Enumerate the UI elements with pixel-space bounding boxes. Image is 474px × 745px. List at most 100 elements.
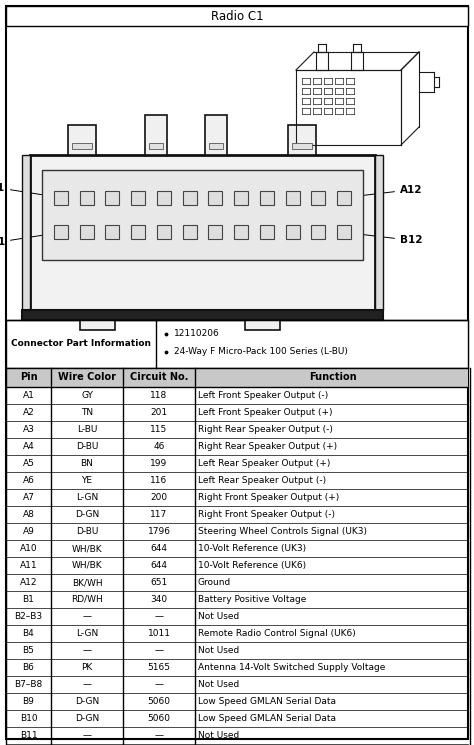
Text: A8: A8 xyxy=(23,510,35,519)
Text: Not Used: Not Used xyxy=(198,731,239,740)
Text: B1: B1 xyxy=(0,232,58,247)
Text: D-BU: D-BU xyxy=(76,527,98,536)
Text: —: — xyxy=(82,612,91,621)
Text: Not Used: Not Used xyxy=(198,680,239,689)
Text: 5165: 5165 xyxy=(147,663,171,672)
Text: 115: 115 xyxy=(150,425,168,434)
Text: BN: BN xyxy=(81,459,93,468)
Text: Right Front Speaker Output (+): Right Front Speaker Output (+) xyxy=(198,493,339,502)
Bar xyxy=(260,191,274,205)
Text: 10-Volt Reference (UK6): 10-Volt Reference (UK6) xyxy=(198,561,306,570)
Text: B7–B8: B7–B8 xyxy=(14,680,43,689)
Bar xyxy=(80,310,115,330)
Bar xyxy=(286,191,300,205)
Text: Steering Wheel Controls Signal (UK3): Steering Wheel Controls Signal (UK3) xyxy=(198,527,367,536)
Text: 5060: 5060 xyxy=(147,697,171,706)
Text: Radio C1: Radio C1 xyxy=(210,10,264,22)
Text: Low Speed GMLAN Serial Data: Low Speed GMLAN Serial Data xyxy=(198,714,336,723)
Bar xyxy=(42,170,363,260)
Text: BK/WH: BK/WH xyxy=(72,578,102,587)
Text: —: — xyxy=(155,612,164,621)
Text: TN: TN xyxy=(81,408,93,417)
Bar xyxy=(209,191,222,205)
Text: D-GN: D-GN xyxy=(75,697,99,706)
Text: 10-Volt Reference (UK3): 10-Volt Reference (UK3) xyxy=(198,544,306,553)
Text: B5: B5 xyxy=(23,646,35,655)
Text: A1: A1 xyxy=(0,183,58,197)
Bar xyxy=(337,225,351,239)
Text: Antenna 14-Volt Switched Supply Voltage: Antenna 14-Volt Switched Supply Voltage xyxy=(198,663,385,672)
Bar xyxy=(292,143,312,149)
Text: Left Rear Speaker Output (-): Left Rear Speaker Output (-) xyxy=(198,476,326,485)
Bar xyxy=(145,115,167,155)
Text: —: — xyxy=(155,680,164,689)
Text: A7: A7 xyxy=(23,493,35,502)
Bar xyxy=(311,225,326,239)
Text: Remote Radio Control Signal (UK6): Remote Radio Control Signal (UK6) xyxy=(198,629,356,638)
Text: A10: A10 xyxy=(20,544,37,553)
Text: 644: 644 xyxy=(151,561,167,570)
Text: 5060: 5060 xyxy=(147,714,171,723)
Text: 118: 118 xyxy=(150,391,168,400)
Bar xyxy=(105,191,119,205)
Text: B11: B11 xyxy=(20,731,37,740)
Bar xyxy=(209,143,223,149)
Text: A5: A5 xyxy=(23,459,35,468)
Text: YE: YE xyxy=(82,476,92,485)
Text: 24-Way F Micro-Pack 100 Series (L-BU): 24-Way F Micro-Pack 100 Series (L-BU) xyxy=(174,347,348,357)
Text: B12: B12 xyxy=(347,232,422,245)
Text: 1011: 1011 xyxy=(147,629,171,638)
Text: B10: B10 xyxy=(20,714,37,723)
Text: A12: A12 xyxy=(347,185,422,197)
Text: 46: 46 xyxy=(153,442,164,451)
Text: B9: B9 xyxy=(23,697,35,706)
Bar xyxy=(234,191,248,205)
Text: 117: 117 xyxy=(150,510,168,519)
Bar xyxy=(157,191,171,205)
Text: 12110206: 12110206 xyxy=(174,329,220,338)
Text: A3: A3 xyxy=(23,425,35,434)
Bar xyxy=(54,191,68,205)
Text: Right Rear Speaker Output (+): Right Rear Speaker Output (+) xyxy=(198,442,337,451)
Bar xyxy=(6,368,468,387)
Bar xyxy=(80,225,93,239)
Text: —: — xyxy=(82,731,91,740)
Bar xyxy=(105,225,119,239)
Text: Not Used: Not Used xyxy=(198,612,239,621)
Bar xyxy=(311,191,326,205)
Bar xyxy=(54,225,68,239)
Text: Left Rear Speaker Output (+): Left Rear Speaker Output (+) xyxy=(198,459,330,468)
Text: PK: PK xyxy=(82,663,92,672)
Text: 116: 116 xyxy=(150,476,168,485)
Text: 340: 340 xyxy=(150,595,168,604)
Text: A11: A11 xyxy=(20,561,37,570)
Text: Right Front Speaker Output (-): Right Front Speaker Output (-) xyxy=(198,510,335,519)
Bar xyxy=(286,225,300,239)
Text: L-BU: L-BU xyxy=(77,425,97,434)
Text: B6: B6 xyxy=(23,663,35,672)
Bar xyxy=(131,225,145,239)
Bar xyxy=(234,225,248,239)
Text: Not Used: Not Used xyxy=(198,646,239,655)
Bar xyxy=(6,320,468,368)
Text: D-GN: D-GN xyxy=(75,714,99,723)
Bar xyxy=(22,155,30,310)
Text: D-BU: D-BU xyxy=(76,442,98,451)
Text: D-GN: D-GN xyxy=(75,510,99,519)
Text: Battery Positive Voltage: Battery Positive Voltage xyxy=(198,595,306,604)
Text: WH/BK: WH/BK xyxy=(72,544,102,553)
Text: A12: A12 xyxy=(20,578,37,587)
Text: —: — xyxy=(82,680,91,689)
Text: A2: A2 xyxy=(23,408,35,417)
Text: Function: Function xyxy=(309,372,356,382)
Text: B4: B4 xyxy=(23,629,35,638)
Text: 201: 201 xyxy=(150,408,168,417)
Text: Right Rear Speaker Output (-): Right Rear Speaker Output (-) xyxy=(198,425,333,434)
Bar xyxy=(68,125,96,155)
Text: —: — xyxy=(155,731,164,740)
Text: 651: 651 xyxy=(150,578,168,587)
Text: Circuit No.: Circuit No. xyxy=(130,372,188,382)
Text: B2–B3: B2–B3 xyxy=(14,612,43,621)
Bar xyxy=(245,310,280,330)
Text: Connector Part Information: Connector Part Information xyxy=(11,340,151,349)
